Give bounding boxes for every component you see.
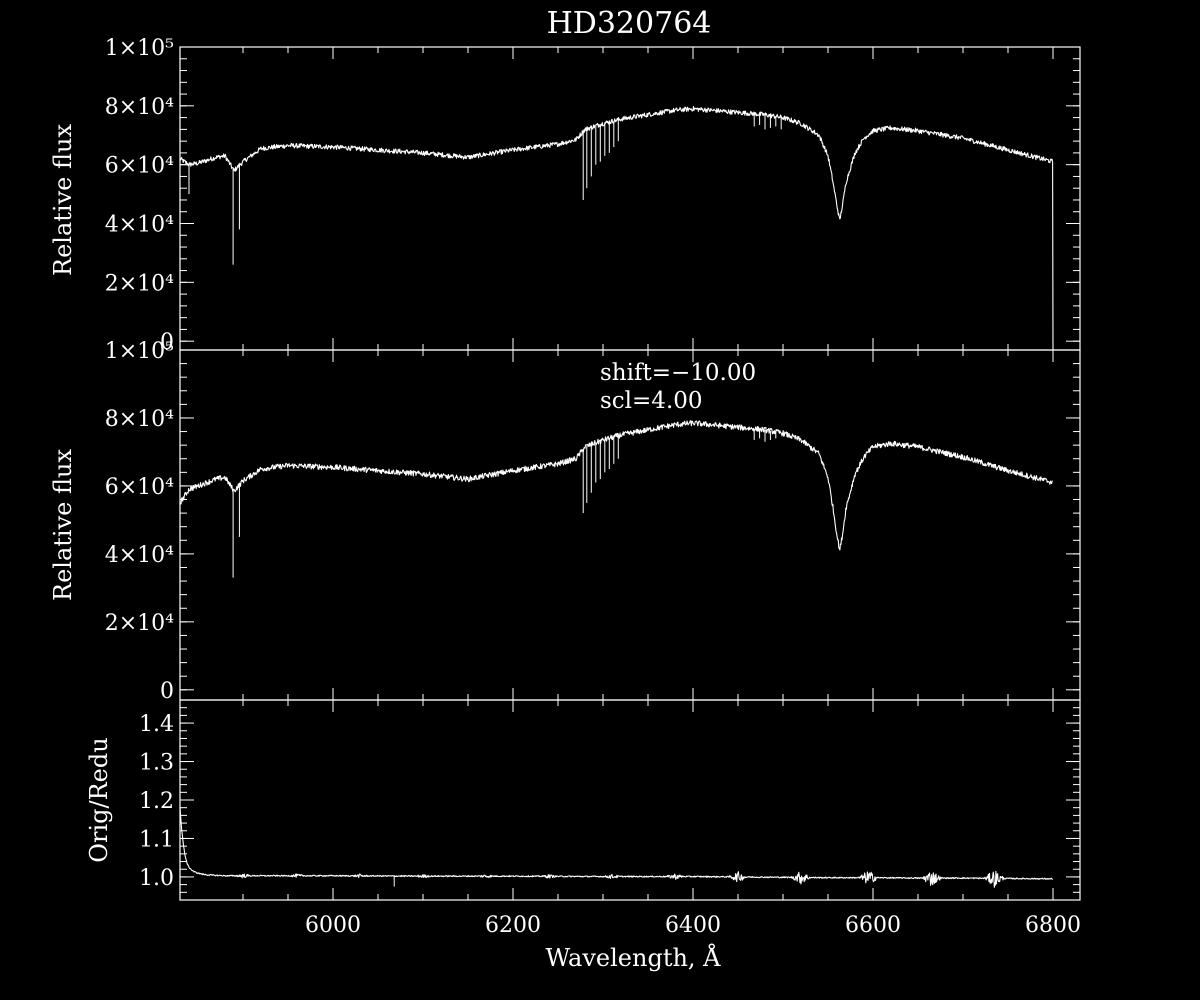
x-tick-label: 6600: [845, 913, 901, 938]
y-tick-label: 2×10⁴: [105, 611, 174, 636]
panel-middle-flux: Relative flux shift=−10.00 scl=4.00 0 2×1…: [49, 339, 1081, 704]
plot-frame-0: [179, 46, 1081, 351]
y-tick-label: 1.2: [139, 789, 174, 814]
y-tick-label: 8×10⁴: [105, 95, 174, 120]
y-axis-label-middle: Relative flux: [49, 449, 77, 601]
spectrum-line-0: [179, 106, 1054, 351]
spectrum-line-1: [179, 420, 1053, 551]
y-tick-label: 8×10⁴: [105, 407, 174, 432]
panel-bottom-ratio: Orig/Redu Wavelength, Å 1.0 1.1 1.2 1.3 1.4 6…: [85, 699, 1081, 972]
y-tick-label: 1.1: [139, 827, 174, 852]
x-tick-label: 6400: [665, 913, 721, 938]
y-tick-label: 4×10⁴: [105, 213, 174, 238]
y-tick-label: 1.4: [139, 712, 174, 737]
y-tick-label: 1.0: [139, 866, 174, 891]
annotation-scale: scl=4.00: [600, 388, 703, 414]
y-tick-label: 0: [160, 330, 174, 355]
y-axis-label-bottom: Orig/Redu: [85, 737, 113, 862]
y-tick-label: 1×10⁵: [105, 36, 174, 61]
y-axis-label-top: Relative flux: [49, 124, 77, 276]
y-tick-label: 1.3: [139, 751, 174, 776]
chart-title: HD320764: [547, 6, 712, 41]
y-tick-label: 1×10⁵: [105, 339, 174, 364]
annotation-shift: shift=−10.00: [600, 360, 756, 386]
y-tick-label: 2×10⁴: [105, 271, 174, 296]
y-tick-label: 6×10⁴: [105, 154, 174, 179]
panel-top-flux: HD320764 Relative flux 0 2×10⁴ 4×10⁴ 6×10⁴ 8…: [49, 6, 1081, 355]
plot-frame-2: [179, 699, 1081, 901]
x-tick-label: 6000: [305, 913, 361, 938]
x-tick-label: 6800: [1025, 913, 1081, 938]
spectrum-line-2: [179, 807, 1053, 888]
x-axis-label: Wavelength, Å: [545, 943, 721, 972]
y-tick-label: 6×10⁴: [105, 475, 174, 500]
y-tick-label: 4×10⁴: [105, 543, 174, 568]
y-tick-label: 0: [160, 679, 174, 704]
x-tick-label: 6200: [485, 913, 541, 938]
